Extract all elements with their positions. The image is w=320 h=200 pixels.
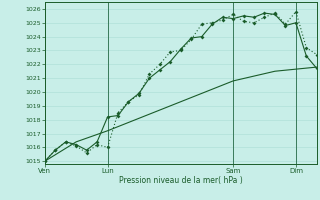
X-axis label: Pression niveau de la mer( hPa ): Pression niveau de la mer( hPa ) <box>119 176 243 185</box>
